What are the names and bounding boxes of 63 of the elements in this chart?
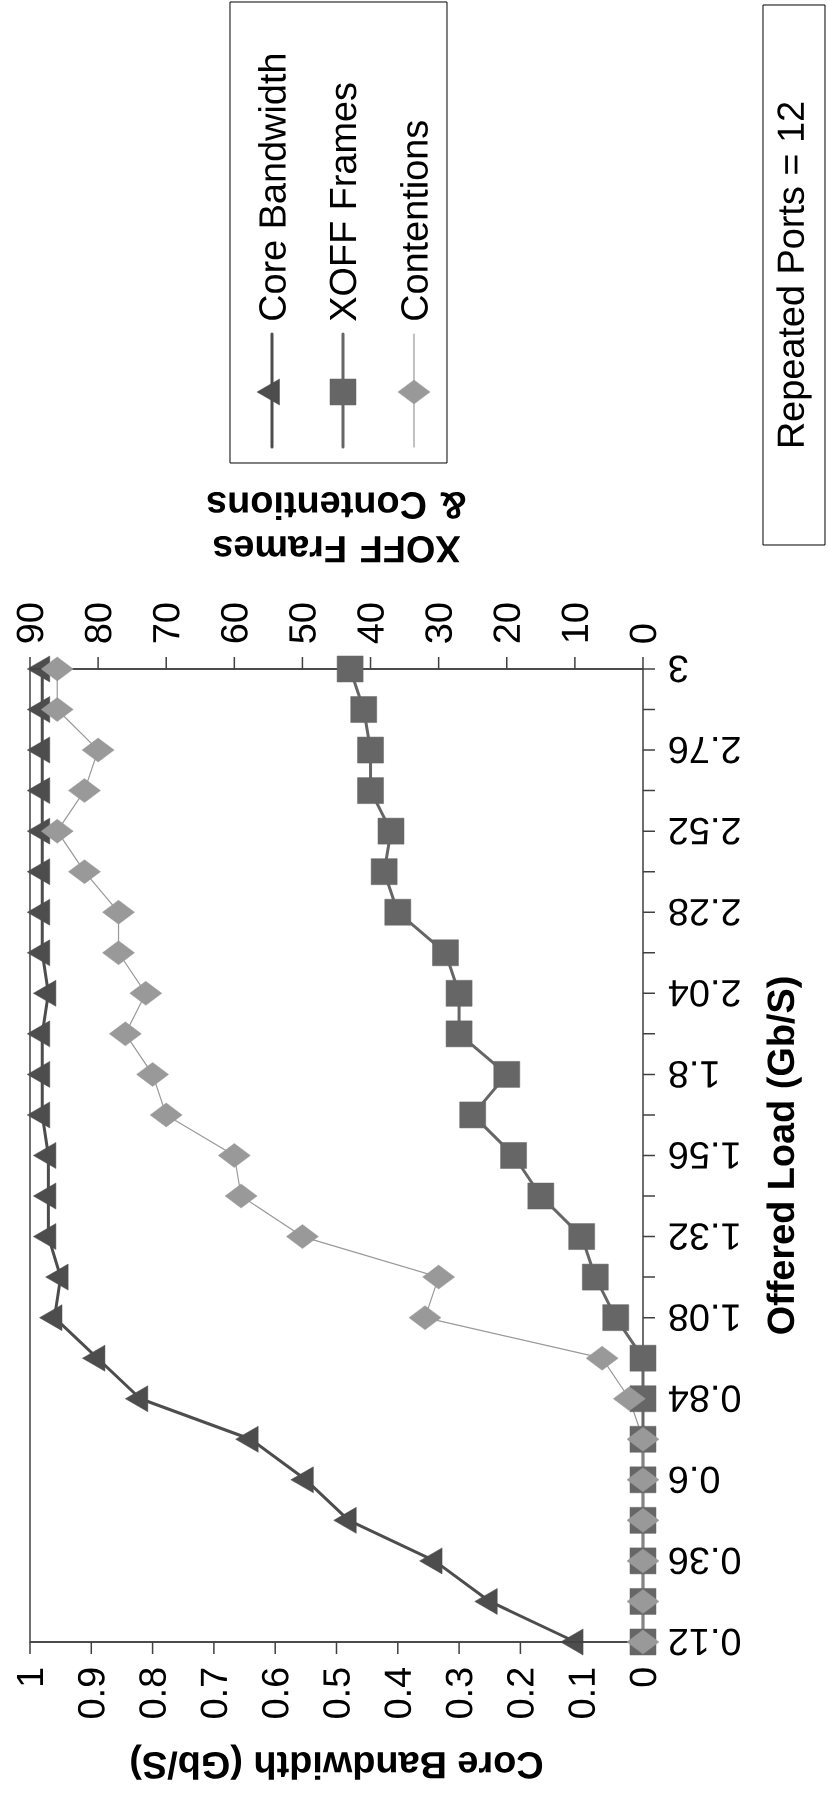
x2-tick-label: 80 <box>84 603 112 643</box>
point <box>39 1304 63 1331</box>
y-tick-label: 1.32 <box>669 1223 739 1250</box>
y-axis-title: Offered Load (Gb/S) <box>766 977 802 1334</box>
x-tick-label: 0.6 <box>261 1668 289 1718</box>
text: Contentions <box>400 121 428 320</box>
x2-tick-label: 30 <box>425 603 453 643</box>
point <box>27 1061 50 1088</box>
point <box>419 1547 443 1575</box>
point <box>33 1182 57 1210</box>
x2-tick-label: 60 <box>220 603 248 643</box>
point <box>560 1628 584 1656</box>
x-tick-label: 0.5 <box>323 1668 350 1718</box>
text: XOFF Frames <box>329 83 357 321</box>
x-axis-title: Core Bandwidth (Gb/S) <box>131 1744 543 1780</box>
y-tick-label: 1.8 <box>669 1060 718 1088</box>
point <box>82 1344 106 1372</box>
x-tick-label: 0.2 <box>506 1668 534 1718</box>
x2-tick-label: 70 <box>152 603 180 643</box>
text: Repeated Ports = 12 <box>776 102 812 447</box>
y-tick-label: 2.28 <box>669 898 740 926</box>
x-tick-label: 0.9 <box>77 1668 105 1718</box>
x2-tick-label: 40 <box>357 603 384 644</box>
x-tick-label: 0.3 <box>445 1668 473 1718</box>
point <box>27 1020 50 1048</box>
x-tick-label: 0.7 <box>200 1668 228 1718</box>
point <box>27 939 50 967</box>
y-tick-label: 2.52 <box>669 817 740 845</box>
point <box>27 736 50 764</box>
point <box>290 1466 314 1494</box>
x2-tick-label: 50 <box>289 603 316 643</box>
point <box>27 1101 50 1129</box>
point <box>27 898 50 926</box>
point <box>33 1223 57 1250</box>
y-tick-label: 1.08 <box>669 1304 739 1332</box>
point <box>27 858 50 885</box>
point <box>333 1507 357 1534</box>
x2-tick-label: 10 <box>561 603 589 642</box>
y-tick-label: 0.84 <box>668 1385 741 1413</box>
x-tick-label: 0.8 <box>139 1668 166 1718</box>
x2-axis-title: XOFF Frames & Contentions <box>207 492 466 563</box>
y-tick-label: 0.12 <box>669 1628 741 1656</box>
point <box>33 980 57 1007</box>
y-tick-label: 0.6 <box>669 1466 719 1494</box>
point <box>125 1385 149 1412</box>
x2-tick-label: 20 <box>493 603 521 643</box>
point <box>45 1263 69 1291</box>
x-tick-label: 0.1 <box>568 1668 596 1718</box>
point <box>27 777 50 804</box>
text: Core Bandwidth <box>258 54 286 320</box>
x2-tick-label: 0 <box>629 624 657 643</box>
x-tick-label: 1 <box>16 1668 44 1685</box>
x-tick-label: 0.4 <box>384 1667 412 1718</box>
point <box>235 1426 259 1453</box>
point <box>33 1142 57 1169</box>
y-tick-label: 2.04 <box>668 979 740 1007</box>
x2-tick-label: 90 <box>16 603 44 643</box>
point <box>474 1588 498 1615</box>
y-tick-label: 1.56 <box>669 1142 739 1169</box>
y-tick-label: 3 <box>669 655 688 683</box>
x-tick-label: 0 <box>629 1668 657 1687</box>
y-tick-label: 0.36 <box>669 1547 741 1575</box>
y-tick-label: 2.76 <box>669 736 740 764</box>
